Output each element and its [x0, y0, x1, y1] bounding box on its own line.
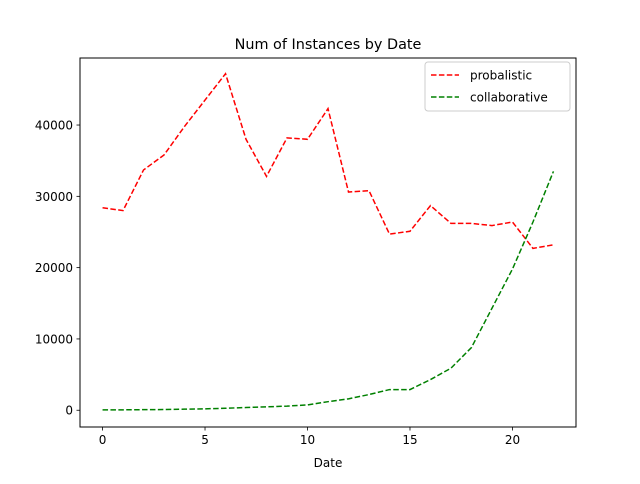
- y-tick-label: 20000: [35, 261, 73, 275]
- legend-label-probalistic: probalistic: [470, 69, 532, 83]
- y-tick-label: 30000: [35, 190, 73, 204]
- y-tick-label: 40000: [35, 119, 73, 133]
- x-axis: 0 5 10 15 20: [99, 427, 520, 447]
- y-tick-label: 0: [65, 404, 73, 418]
- series-line-collaborative: [102, 171, 555, 411]
- legend-label-collaborative: collaborative: [470, 91, 548, 105]
- x-tick-label: 10: [300, 433, 315, 447]
- plot-frame: [79, 57, 577, 428]
- legend-box: [424, 61, 571, 112]
- x-tick-label: 0: [99, 433, 107, 447]
- y-axis: 0 10000 20000 30000 40000: [35, 119, 80, 418]
- series-line-probalistic: [102, 72, 554, 250]
- x-axis-label: Date: [314, 456, 343, 470]
- plot-area: [102, 72, 555, 411]
- y-tick-label: 10000: [35, 332, 73, 346]
- legend: probalistic collaborative: [424, 61, 571, 112]
- x-tick-label: 20: [505, 433, 520, 447]
- x-tick-label: 15: [402, 433, 417, 447]
- x-tick-label: 5: [201, 433, 209, 447]
- chart-title: Num of Instances by Date: [235, 37, 422, 53]
